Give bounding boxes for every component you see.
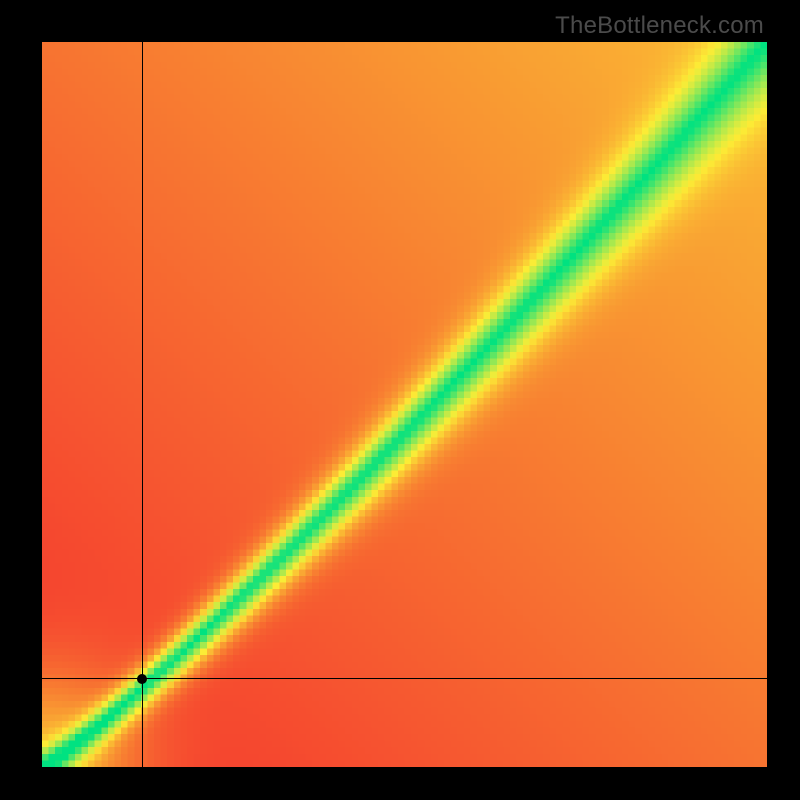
heatmap-canvas bbox=[42, 42, 767, 767]
watermark-text: TheBottleneck.com bbox=[555, 12, 764, 40]
marker-dot bbox=[137, 674, 147, 684]
crosshair-vertical bbox=[142, 42, 143, 767]
chart-container: TheBottleneck.com bbox=[0, 0, 800, 800]
crosshair-horizontal bbox=[42, 678, 767, 679]
